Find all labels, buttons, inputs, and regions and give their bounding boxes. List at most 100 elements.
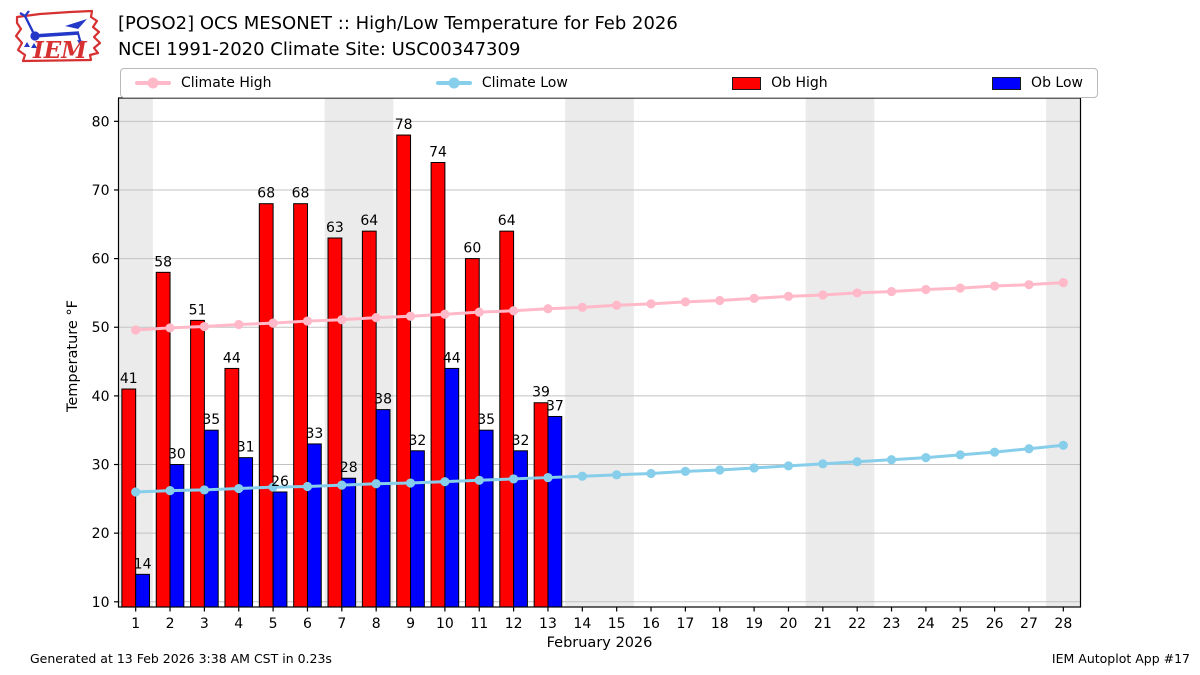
ob-low-label-day-11: 35 [477,412,495,428]
bar-ob-low-day-4 [238,457,254,608]
weather-vane-icon [19,10,87,48]
autoplot-app-text: IEM Autoplot App #17 [1051,651,1190,666]
bar-ob-high-day-6 [293,203,308,608]
ob-high-label-day-8: 64 [360,213,378,229]
x-tick-label-24: 24 [917,616,935,632]
bar-ob-low-day-6 [306,443,322,608]
bar-ob-high-day-8 [361,230,377,608]
ob-high-label-day-4: 44 [223,350,241,366]
y-tick-label-60: 60 [92,252,110,268]
bar-value-labels: 41 58 51 44 68 68 63 64 78 74 60 64 39 14 30 35 31 26 33 28… [120,117,564,572]
x-tick-label-16: 16 [642,616,660,632]
plot-border [117,97,1082,608]
weekend-bands [118,98,1081,607]
title-block: [POSO2] OCS MESONET :: High/Low Temperat… [118,11,678,63]
ob-low-patch-marker [992,76,1022,90]
ob-low-label-day-7: 28 [340,460,358,476]
y-tick-label-40: 40 [92,389,110,405]
ob-high-label-day-11: 60 [463,241,481,257]
ob-low-label-day-1: 14 [134,556,152,572]
bar-ob-low-day-2 [169,464,185,608]
bar-ob-low-day-13 [547,415,563,608]
x-tick-label-10: 10 [436,616,454,632]
bar-ob-low-day-1 [135,573,150,608]
ob-low-label-day-2: 30 [168,447,186,463]
y-tick-label-70: 70 [92,183,110,199]
bar-ob-high-day-10 [430,162,446,608]
bar-ob-low-day-5 [272,491,288,608]
generated-at-text: Generated at 13 Feb 2026 3:38 AM CST in … [30,651,332,666]
y-tick-label-80: 80 [92,114,110,130]
x-tick-label-13: 13 [539,616,557,632]
iem-logo: IEM [14,9,102,64]
legend-label-climate-low: Climate Low [481,75,568,91]
ob-high-label-day-1: 41 [120,371,138,387]
ob-high-label-day-5: 68 [257,186,275,202]
ob-low-label-day-8: 38 [374,392,392,408]
legend-label-ob-low: Ob Low [1031,75,1083,91]
bar-ob-high-day-3 [190,319,205,608]
bar-ob-low-day-11 [478,429,494,608]
x-tick-label-8: 8 [372,616,381,632]
x-tick-label-6: 6 [303,616,312,632]
ob-low-label-day-12: 32 [512,433,530,449]
x-tick-label-12: 12 [505,616,523,632]
y-tick-label-10: 10 [92,595,110,611]
x-tick-label-17: 17 [676,616,694,632]
bar-ob-low-day-8 [375,409,391,608]
bar-ob-high-day-7 [327,237,343,608]
bar-ob-low-day-10 [444,367,460,608]
y-axis-title: Temperature °F [65,300,81,413]
climate-low-line [131,440,1068,497]
bar-ob-high-day-12 [499,230,515,608]
legend-label-ob-high: Ob High [771,75,828,91]
legend-label-climate-high: Climate High [181,75,272,91]
y-axis: 10 20 30 40 50 60 70 80 [92,114,119,611]
ob-high-patch-marker [732,76,762,90]
bar-ob-low-day-7 [341,477,357,608]
bar-ob-high-day-5 [258,203,274,608]
x-tick-label-26: 26 [986,616,1004,632]
x-tick-label-3: 3 [200,616,209,632]
bar-ob-low-day-12 [513,450,528,608]
logo-iem-text: IEM [32,37,88,64]
ob-low-label-day-3: 35 [202,412,220,428]
x-tick-label-11: 11 [470,616,488,632]
ob-high-label-day-13: 39 [532,385,550,401]
x-tick-label-23: 23 [883,616,901,632]
x-tick-label-2: 2 [166,616,175,632]
ob-low-label-day-6: 33 [305,426,323,442]
ob-high-label-day-12: 64 [498,213,516,229]
y-tick-label-30: 30 [92,458,110,474]
ob-high-label-day-7: 63 [326,220,344,236]
ob-low-bars [135,367,563,608]
x-tick-label-1: 1 [131,616,140,632]
ob-high-label-day-6: 68 [292,186,310,202]
x-tick-label-7: 7 [337,616,346,632]
x-tick-label-9: 9 [406,616,415,632]
ob-low-label-day-4: 31 [237,440,255,456]
legend-item-ob-high: Ob High [732,75,828,91]
legend: Climate High Climate Low Ob High Ob Low [120,68,1098,98]
ob-high-label-day-9: 78 [395,117,413,133]
legend-item-climate-high: Climate High [135,75,272,91]
ob-high-bars [121,134,549,608]
x-tick-label-4: 4 [234,616,243,632]
climate-high-line-marker [135,81,171,85]
x-axis-title: February 2026 [547,635,653,651]
ob-high-label-day-2: 58 [154,254,172,270]
x-tick-label-21: 21 [814,616,832,632]
bar-ob-high-day-9 [396,134,412,608]
ob-high-label-day-3: 51 [189,302,207,318]
ob-high-label-day-10: 74 [429,145,447,161]
legend-item-climate-low: Climate Low [435,75,568,91]
bar-ob-low-day-3 [203,429,219,608]
ob-low-label-day-13: 37 [546,398,564,414]
x-tick-label-18: 18 [711,616,729,632]
climate-high-line [131,278,1068,335]
bar-ob-high-day-2 [155,271,171,608]
y-tick-label-20: 20 [92,526,110,542]
bar-ob-high-day-1 [121,388,137,608]
